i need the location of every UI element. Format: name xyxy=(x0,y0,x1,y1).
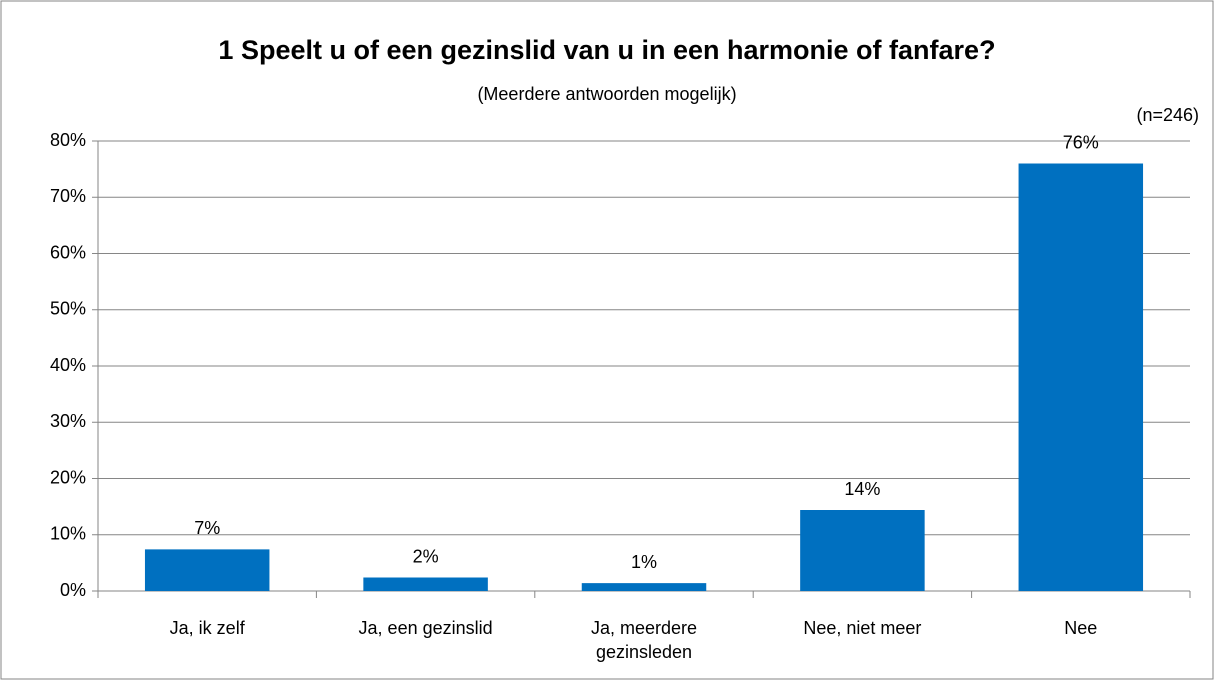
y-tick-label: 0% xyxy=(60,580,86,600)
x-tick-label: Nee, niet meer xyxy=(803,618,922,638)
y-tick-label: 20% xyxy=(50,467,86,487)
y-tick-label: 30% xyxy=(50,411,86,431)
data-label: 2% xyxy=(413,546,439,566)
y-tick-label: 40% xyxy=(50,355,86,375)
bar xyxy=(1018,163,1144,591)
x-tick-label: Nee xyxy=(1064,618,1098,638)
bar xyxy=(363,577,488,591)
y-tick-label: 50% xyxy=(50,299,86,319)
chart-subtitle: (Meerdere antwoorden mogelijk) xyxy=(477,84,736,104)
data-label: 76% xyxy=(1063,132,1099,152)
sample-size: (n=246) xyxy=(1136,105,1199,125)
bar xyxy=(581,583,707,591)
chart-title: 1 Speelt u of een gezinslid van u in een… xyxy=(218,35,995,65)
y-tick-label: 70% xyxy=(50,186,86,206)
x-tick-label: Ja, meerdere gezinsleden xyxy=(590,618,698,662)
data-label: 14% xyxy=(844,479,880,499)
x-tick-label: Ja, ik zelf xyxy=(169,618,245,638)
x-tick-label: Ja, een gezinslid xyxy=(358,618,493,638)
y-tick-label: 60% xyxy=(50,242,86,262)
y-tick-label: 10% xyxy=(50,524,86,544)
data-label: 1% xyxy=(631,552,657,572)
data-label: 7% xyxy=(194,518,220,538)
bar xyxy=(800,510,925,591)
y-tick-label: 80% xyxy=(50,130,86,150)
bar xyxy=(144,549,270,591)
